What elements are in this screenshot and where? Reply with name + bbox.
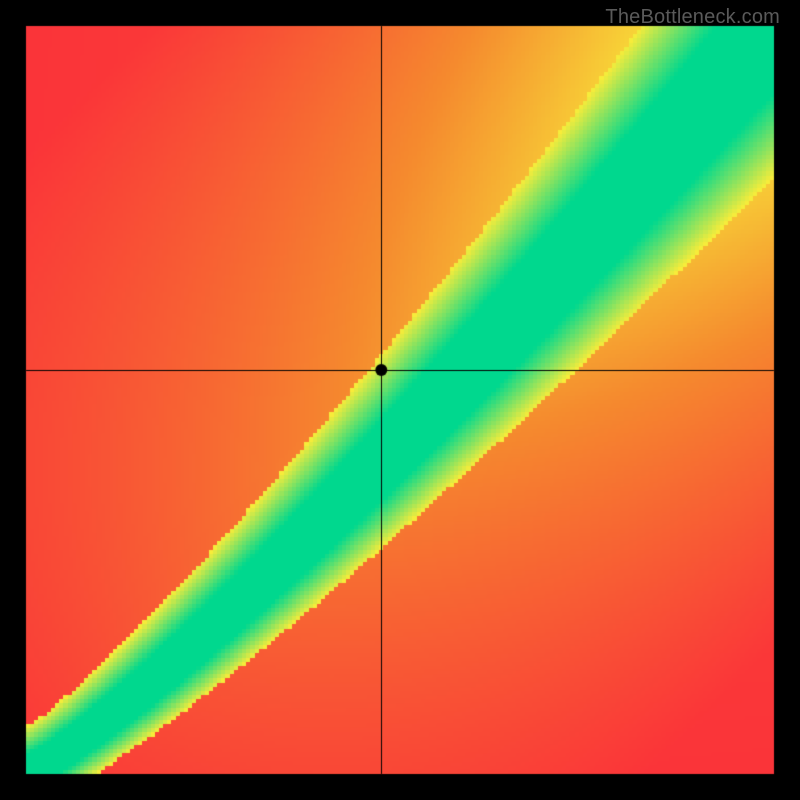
watermark-text: TheBottleneck.com [605, 6, 780, 29]
chart-container: TheBottleneck.com [0, 0, 800, 800]
overlay-canvas [0, 0, 800, 800]
